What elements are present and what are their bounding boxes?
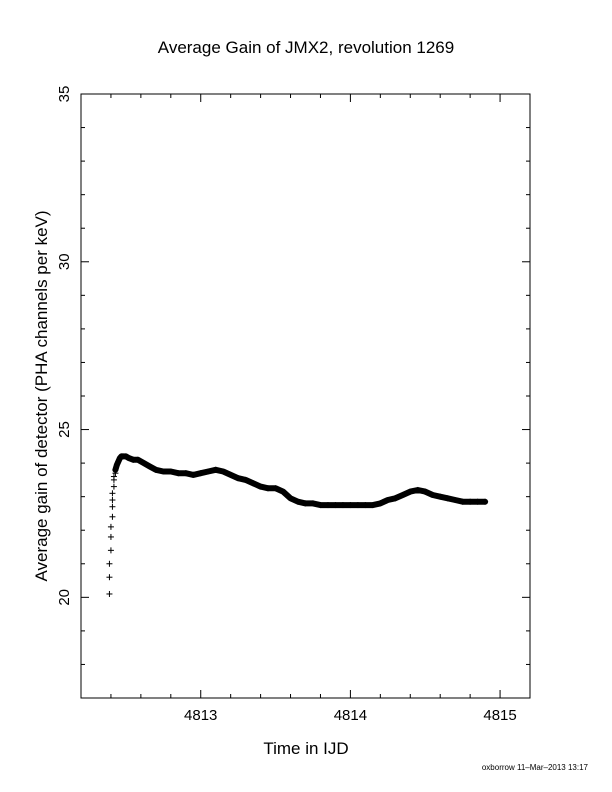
data-point	[107, 547, 114, 554]
dense-series-band	[112, 453, 489, 509]
chart-title: Average Gain of JMX2, revolution 1269	[158, 38, 454, 57]
x-tick-label: 4813	[184, 707, 217, 724]
y-axis: 20 25 30 35	[56, 86, 530, 699]
data-point	[106, 560, 113, 567]
y-tick-label: 30	[56, 253, 73, 270]
data-point	[109, 497, 116, 504]
y-tick-label: 35	[56, 86, 73, 103]
x-tick-label: 4814	[334, 707, 367, 724]
y-tick-label: 25	[56, 421, 73, 438]
data-point	[109, 503, 116, 510]
y-tick-label: 20	[56, 589, 73, 606]
data-point	[110, 483, 117, 490]
data-points	[106, 453, 489, 597]
footer-stamp: oxborrow 11–Mar–2013 13:17	[482, 763, 589, 772]
data-point	[107, 523, 114, 530]
x-axis: 4813 4814 4815	[110, 94, 531, 724]
x-tick-label: 4815	[483, 707, 516, 724]
data-point	[106, 590, 113, 597]
data-point	[110, 473, 117, 480]
y-axis-label: Average gain of detector (PHA channels p…	[32, 210, 51, 581]
x-axis-label: Time in IJD	[263, 739, 348, 758]
data-point	[107, 533, 114, 540]
plot-frame	[80, 93, 531, 699]
data-point	[106, 574, 113, 581]
data-point	[109, 490, 116, 497]
data-point	[109, 513, 116, 520]
